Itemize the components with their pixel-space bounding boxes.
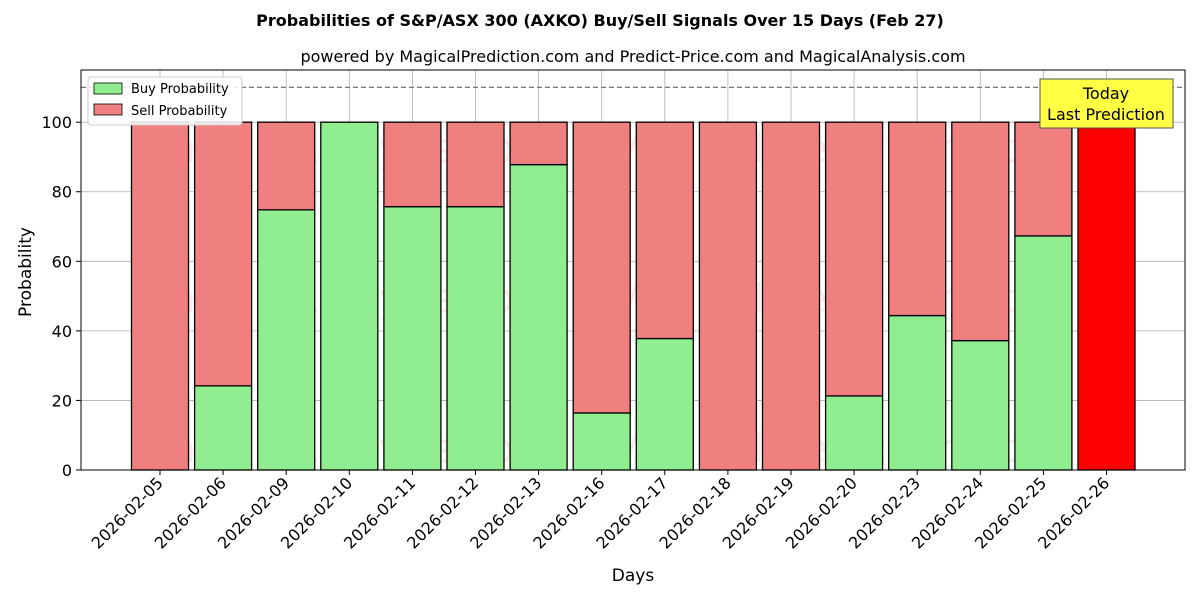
sell-bar (572, 121, 631, 414)
y-tick-label: 60 (52, 252, 72, 271)
sell-bar (383, 121, 442, 208)
y-axis-label: Probability (16, 227, 36, 317)
sell-bar (1014, 121, 1073, 237)
plot-frame (80, 69, 1186, 471)
buy-bar (635, 337, 694, 471)
y-tick-label: 40 (52, 322, 72, 341)
buy-bar (383, 206, 442, 471)
buy-bar (320, 121, 379, 471)
buy-bar (1014, 235, 1073, 471)
y-tick-label: 20 (52, 391, 72, 410)
x-axis-label: Days (612, 566, 655, 586)
today-annotation: Today Last Prediction (1039, 78, 1174, 129)
sell-bar (951, 121, 1010, 342)
y-tick-label: 80 (52, 183, 72, 202)
y-tick-label: 100 (41, 113, 72, 132)
buy-bar (572, 412, 631, 471)
sell-bar (193, 121, 253, 387)
legend: Buy Probability Sell Probability (87, 76, 243, 126)
today-sell-bar (1077, 121, 1136, 471)
y-tick-label: 0 (62, 461, 72, 480)
legend-swatch-sell (93, 103, 123, 116)
today-label: Today (1082, 84, 1129, 103)
sell-bar (888, 121, 947, 317)
sell-bar (761, 121, 821, 471)
buy-bar (257, 209, 316, 471)
sell-bar (257, 121, 316, 211)
buy-bar (951, 339, 1010, 471)
sell-bar (130, 121, 190, 471)
bar-layer (130, 121, 1136, 471)
buy-bar (888, 314, 947, 471)
buy-bar (509, 163, 568, 471)
chart-subtitle: powered by MagicalPrediction.com and Pre… (300, 47, 965, 66)
sell-bar (824, 121, 884, 397)
legend-box (87, 76, 243, 126)
sell-bar (635, 121, 694, 340)
sell-bar (698, 121, 758, 471)
legend-label-sell: Sell Probability (131, 104, 228, 119)
today-annotation-box (1039, 78, 1174, 129)
buy-bar (193, 385, 253, 471)
sell-bar (446, 121, 505, 208)
chart-title: Probabilities of S&P/ASX 300 (AXKO) Buy/… (256, 11, 944, 30)
last-prediction-label: Last Prediction (1047, 105, 1165, 124)
legend-swatch-buy (93, 82, 123, 95)
legend-label-buy: Buy Probability (131, 82, 229, 97)
sell-bar (509, 121, 568, 166)
buy-bar (446, 206, 505, 471)
buy-bar (824, 395, 884, 471)
